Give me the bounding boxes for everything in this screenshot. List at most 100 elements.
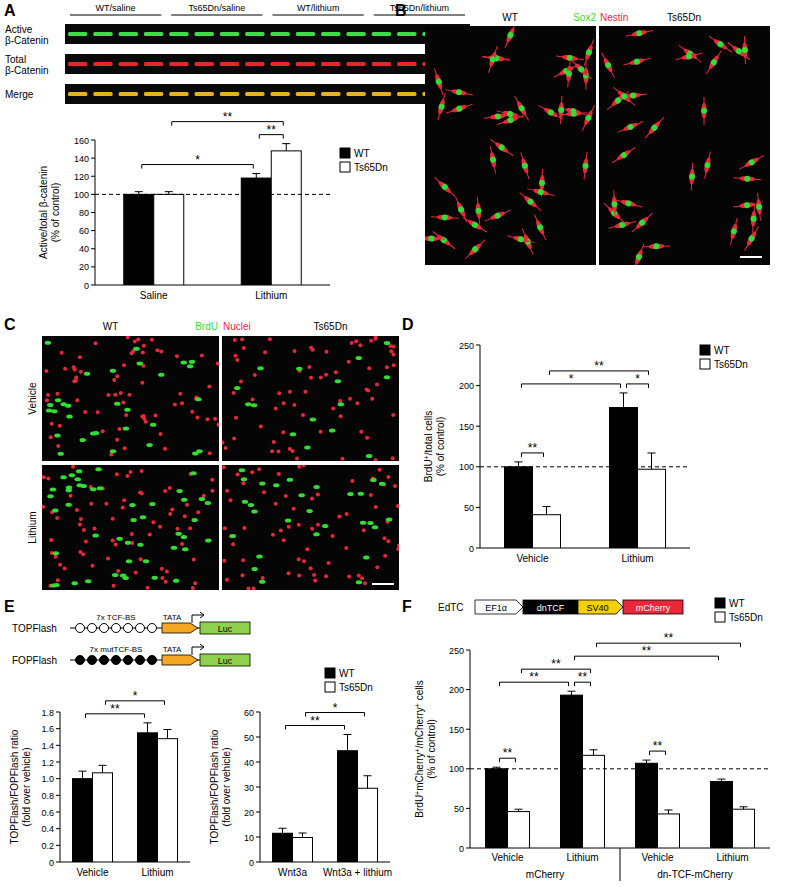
cell-body (468, 242, 483, 257)
nucleus (253, 373, 257, 377)
nucleus (121, 506, 125, 510)
cell (532, 213, 549, 241)
cell (518, 151, 532, 180)
nucleus (355, 401, 359, 405)
error-bar (364, 776, 372, 789)
legend-label: WT (714, 345, 730, 356)
nucleus (54, 555, 58, 559)
site-label: 7x mutTCF-BS (90, 645, 143, 654)
nucleus (170, 508, 174, 512)
cell-process (709, 36, 732, 52)
error-bar (282, 144, 290, 151)
cell-nucleus (558, 107, 564, 113)
blot-column-line (374, 14, 465, 15)
cell-process (612, 147, 635, 163)
significance-label: ** (551, 657, 561, 671)
brdu-cell (129, 503, 135, 507)
cell-body (756, 199, 763, 215)
nucleus (234, 416, 238, 420)
cell (486, 45, 500, 73)
binding-site (124, 656, 133, 665)
brdu-cell (384, 341, 390, 345)
brdu-cell (110, 449, 116, 453)
nucleus (365, 388, 369, 392)
brdu-cell (150, 423, 156, 427)
cell (453, 195, 470, 223)
brdu-cell (137, 361, 143, 365)
cell-process (571, 60, 591, 79)
cell-process (728, 43, 750, 60)
nucleus (175, 354, 179, 358)
blot-row (65, 24, 470, 44)
blot-band (271, 32, 290, 36)
nucleus (233, 338, 237, 342)
cell-body (532, 188, 549, 197)
brdu-cell (120, 574, 126, 578)
nucleus (49, 435, 53, 439)
nucleus (316, 493, 320, 497)
brdu-cell (355, 356, 361, 360)
nucleus (195, 415, 199, 419)
cell-process (623, 58, 650, 65)
brdu-cell (306, 509, 312, 513)
cell-body (455, 201, 466, 218)
brdu-cell (360, 521, 366, 525)
tick-label: 1.4 (41, 741, 54, 751)
bar (733, 809, 755, 848)
nucleus (313, 579, 317, 583)
nucleus (208, 451, 212, 455)
bar (610, 408, 638, 548)
tick (56, 778, 60, 779)
nucleus (125, 474, 129, 478)
cell-process (645, 117, 664, 138)
cell (474, 197, 482, 225)
binding-site (88, 656, 97, 665)
nucleus (393, 484, 397, 488)
nucleus (276, 450, 280, 454)
binding-site (124, 624, 133, 633)
nucleus (140, 491, 144, 495)
blot-band (397, 32, 416, 36)
category-label: Vehicle (516, 553, 549, 564)
cell (612, 85, 637, 108)
axis-title: (% of control) (426, 719, 437, 778)
nucleus (42, 505, 45, 509)
brdu-cell (259, 580, 265, 584)
cell (733, 175, 761, 183)
cell-process (534, 215, 545, 241)
nucleus (190, 410, 194, 414)
nucleus (133, 339, 137, 343)
nucleus (242, 346, 246, 350)
error-bar (344, 735, 352, 751)
legend-swatch (715, 612, 725, 622)
cell-nucleus (566, 70, 573, 77)
brdu-cell (329, 429, 335, 433)
vector-element (578, 600, 623, 614)
brdu-cell (114, 402, 120, 406)
error-bar (515, 462, 523, 467)
cells (44, 336, 219, 457)
cell-nucleus (620, 151, 628, 159)
legend-label: Ts65Dn (339, 682, 373, 693)
tick-label: 140 (74, 154, 89, 164)
nucleus (94, 341, 98, 345)
cell-process (745, 226, 759, 250)
cell-process (614, 87, 635, 105)
cell (484, 207, 512, 223)
tick-label: 0 (49, 858, 54, 868)
brdu-cell (259, 482, 265, 486)
nucleus (176, 527, 180, 531)
nucleus (231, 542, 235, 546)
legend-label: Ts65Dn (714, 359, 748, 370)
cell-nucleus (650, 124, 658, 132)
cell-body (436, 233, 452, 247)
error-bar (740, 807, 748, 809)
nucleus (200, 353, 204, 357)
cell-nucleus (438, 103, 445, 110)
legend-swatch (340, 148, 350, 158)
significance-label: ** (594, 359, 604, 373)
cell-nucleus (495, 113, 502, 120)
cell (432, 67, 446, 95)
brdu-cell (53, 551, 59, 555)
tick-label: 0.2 (41, 841, 54, 851)
